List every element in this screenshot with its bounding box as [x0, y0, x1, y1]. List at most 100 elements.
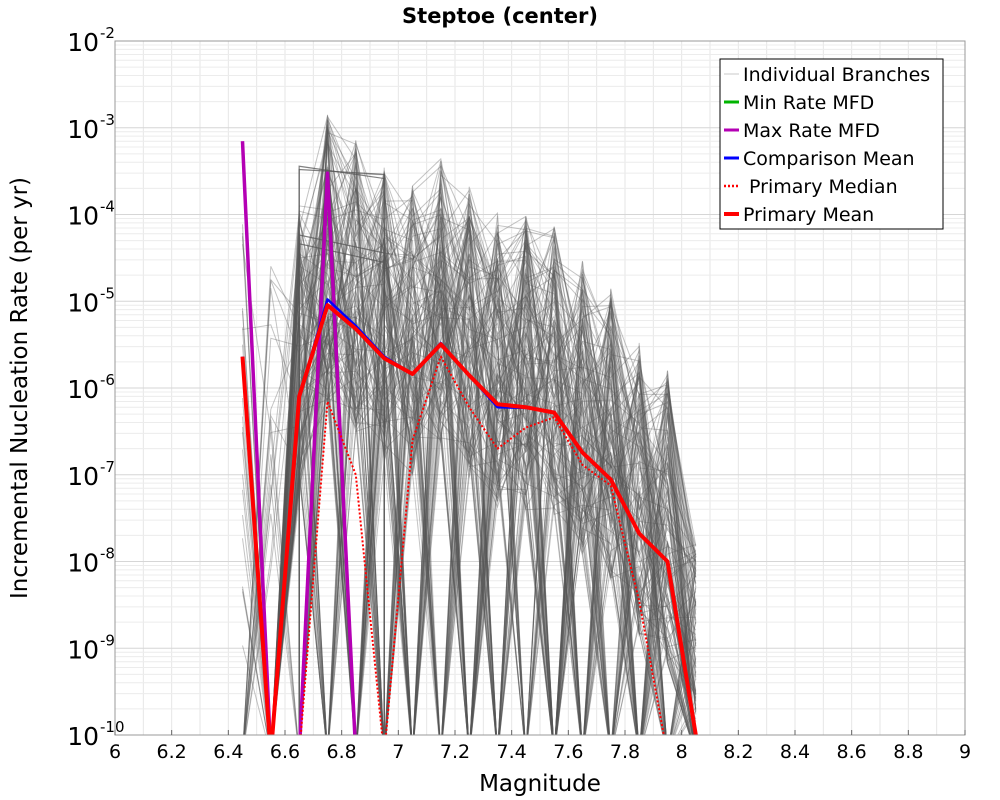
branch-line [271, 188, 637, 735]
branch-line [243, 211, 697, 735]
branch-line [271, 315, 696, 735]
legend-label: Min Rate MFD [743, 92, 874, 114]
branch-line [271, 233, 697, 735]
branch-line [299, 314, 697, 735]
y-tick-label: 10 [67, 549, 99, 578]
branch-line [243, 305, 697, 735]
branch-line [272, 187, 697, 735]
branch-line [271, 202, 694, 735]
branch-line [272, 140, 695, 735]
branch-line [299, 227, 697, 735]
series-line-max-rate-mfd [240, 141, 357, 735]
branch-line [328, 276, 697, 735]
branch-line [242, 190, 697, 735]
branch-line [271, 198, 666, 735]
branch-line [242, 151, 697, 735]
branch-line [272, 171, 692, 735]
branch-line [243, 216, 697, 735]
branch-line [271, 192, 697, 735]
branch-line [271, 129, 697, 735]
y-tick-exponent: -9 [100, 631, 115, 649]
y-tick-exponent: -10 [100, 718, 125, 736]
branch-line [242, 232, 692, 735]
branch-line [272, 195, 697, 735]
x-tick-label: 8 [676, 741, 688, 763]
branch-line [271, 185, 692, 735]
x-tick-label: 7.6 [553, 741, 583, 763]
branch-line [300, 274, 697, 735]
y-tick-label: 10 [67, 462, 99, 491]
branch-line [272, 119, 697, 735]
branch-line [271, 170, 692, 735]
branch-line [272, 184, 697, 735]
branch-line [272, 119, 697, 735]
branch-line [271, 195, 697, 735]
branch-line [242, 208, 697, 735]
legend-box [719, 58, 944, 230]
branch-line [271, 205, 697, 735]
y-tick-exponent: -7 [100, 458, 115, 476]
branch-line [271, 114, 697, 735]
branch-line [271, 168, 697, 735]
branch-line [244, 200, 694, 735]
branch-line [271, 130, 695, 735]
legend-label: Individual Branches [743, 64, 930, 86]
branch-line [271, 229, 693, 735]
y-tick-label: 10 [67, 722, 99, 751]
branch-line [271, 250, 695, 735]
branch-line [271, 165, 666, 735]
branch-line [299, 157, 697, 735]
x-tick-label: 8.4 [780, 741, 810, 763]
y-tick-exponent: -4 [100, 198, 115, 216]
y-tick-exponent: -3 [100, 111, 115, 129]
branch-line [242, 188, 691, 735]
branch-line [271, 141, 697, 735]
branch-line [271, 281, 695, 735]
branch-line [299, 191, 667, 735]
x-axis-ticks: 6 6.2 6.4 6.6 6.8 7 7.2 7.4 7.6 7.8 8 8.2 8.4 8.6 8.8 9 [109, 730, 971, 763]
branch-line [271, 160, 693, 735]
branch-line [242, 215, 697, 735]
branch-line [271, 115, 697, 735]
branch-line [242, 218, 697, 735]
branch-line [300, 189, 691, 735]
x-tick-label: 6.8 [327, 741, 357, 763]
branch-line [242, 140, 697, 735]
branch-line [271, 217, 697, 735]
legend-label: Primary Median [743, 176, 898, 198]
y-axis-title: Incremental Nucleation Rate (per yr) [7, 177, 33, 599]
branch-line [272, 147, 697, 735]
branch-line [271, 164, 697, 735]
x-tick-label: 7.4 [497, 741, 527, 763]
branch-line [272, 284, 697, 735]
y-tick-label: 10 [67, 115, 99, 144]
plot-border [114, 40, 966, 736]
y-tick-exponent: -6 [100, 371, 115, 389]
branch-line [271, 114, 697, 735]
branch-line [242, 220, 667, 735]
branch-line [242, 128, 697, 735]
branch-line [271, 233, 695, 735]
branch-line [271, 251, 697, 735]
branch-line [271, 214, 697, 735]
y-tick-exponent: -2 [100, 24, 115, 42]
x-tick-label: 7 [392, 741, 404, 763]
branch-line [242, 253, 697, 735]
x-tick-label: 6.6 [270, 741, 300, 763]
branch-line [271, 228, 697, 735]
legend: Individual Branches Min Rate MFD Max Rate … [719, 58, 944, 230]
x-tick-label: 6.2 [157, 741, 187, 763]
y-tick-exponent: -5 [100, 284, 115, 302]
branch-line [243, 131, 697, 735]
branch-line [272, 178, 697, 735]
branch-line [299, 258, 695, 735]
branch-line [271, 195, 697, 735]
branch-line [271, 165, 691, 735]
series-lines [240, 141, 698, 735]
branch-line [300, 293, 697, 735]
branch-line [271, 148, 697, 735]
x-tick-label: 8.2 [723, 741, 753, 763]
y-tick-label: 10 [67, 635, 99, 664]
legend-label: Comparison Mean [743, 148, 915, 170]
